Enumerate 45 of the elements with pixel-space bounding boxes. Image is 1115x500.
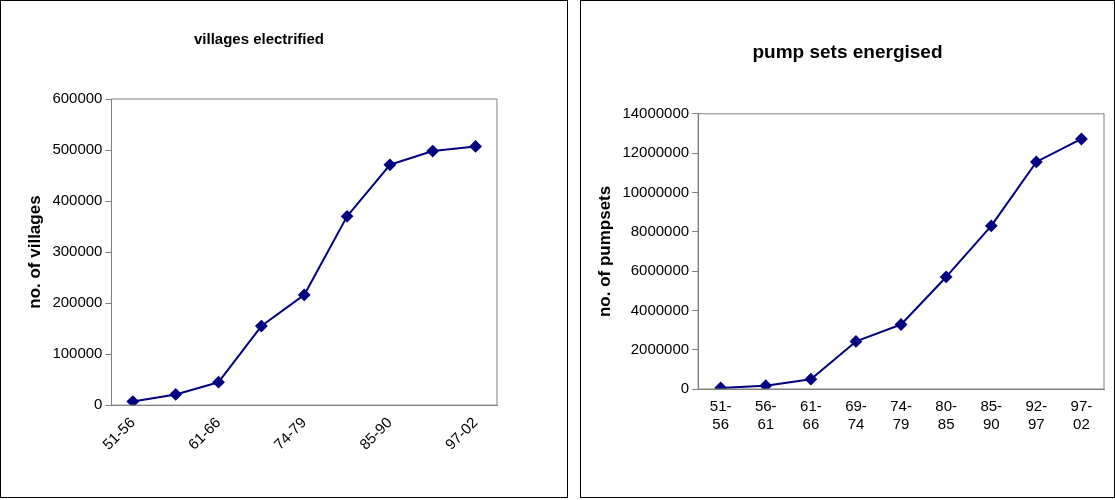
y-tick-label: 0 (94, 395, 103, 413)
point (426, 145, 439, 158)
y-tick-label: 400000 (52, 191, 103, 209)
point (940, 270, 953, 283)
point (849, 335, 862, 348)
y-tick-label: 600000 (52, 89, 103, 107)
point (383, 158, 396, 171)
y-tick-label: 8000000 (630, 221, 690, 239)
y-tick-label: 12000000 (622, 143, 690, 161)
point (1075, 132, 1088, 145)
chart-title: pump sets energised (752, 40, 943, 62)
y-tick-label: 4000000 (630, 300, 690, 318)
point (126, 395, 139, 406)
x-tick-label: 69-74 (845, 397, 867, 433)
x-tick-label: 85-90 (980, 397, 1003, 433)
point (1030, 155, 1043, 168)
point (895, 318, 908, 331)
y-tick-label: 0 (680, 379, 690, 397)
point (469, 140, 482, 153)
point (985, 219, 998, 232)
point (759, 379, 772, 389)
x-tick-label: 92-97 (1025, 397, 1048, 433)
point (804, 373, 817, 386)
y-tick-label: 500000 (52, 140, 103, 158)
point (341, 210, 354, 223)
y-tick-label: 300000 (52, 242, 103, 260)
x-tick-label: 80-85 (935, 397, 958, 433)
y-tick-label: 200000 (52, 293, 103, 311)
y-tick-label: 100000 (52, 344, 103, 362)
y-tick-label: 14000000 (622, 103, 690, 121)
y-axis-title: no. of villages (24, 195, 44, 309)
x-tick-label: 51-56 (709, 397, 732, 433)
x-tick-label: 97-02 (1070, 397, 1093, 433)
x-tick-label: 56-61 (754, 397, 777, 433)
x-tick-label: 61-66 (800, 397, 822, 433)
y-tick-label: 6000000 (630, 261, 690, 279)
point (169, 388, 182, 401)
x-tick-label: 74-79 (890, 397, 912, 433)
point (212, 376, 225, 389)
point (298, 288, 311, 301)
y-axis-title: no. of pumpsets (594, 185, 614, 318)
chart-title: villages electrified (193, 30, 325, 48)
point (255, 320, 268, 333)
y-tick-label: 2000000 (630, 339, 690, 357)
y-tick-label: 10000000 (622, 182, 690, 200)
